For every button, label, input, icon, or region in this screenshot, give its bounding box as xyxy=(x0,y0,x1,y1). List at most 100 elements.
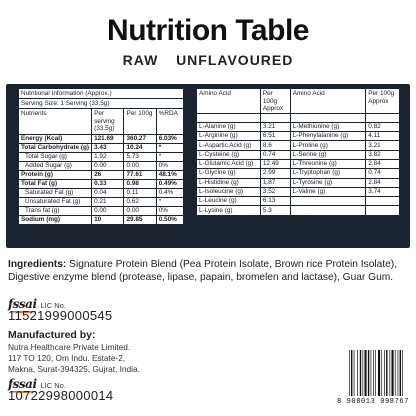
per-serving-value: 0.00 xyxy=(91,206,125,216)
per-serving-value: 26 xyxy=(91,170,125,180)
amino-row: L-Glycine (g) 2.99 L-Tryptophan (g) 0.74 xyxy=(196,168,400,179)
rda-value: 0.50% xyxy=(155,215,185,225)
col-rda: %RDA xyxy=(155,108,185,135)
nutrient-name: Total Sugar (g) xyxy=(17,152,93,162)
nutrition-row: Total Fat (g) 0.33 0.98 0.49% xyxy=(17,179,185,189)
amino-acid-value: 2.99 xyxy=(259,168,291,179)
amino-row: L-Arginine (g) 6.51 L-Phenylalanine (g) 4.1… xyxy=(196,131,400,142)
nutrition-row: Sodium (mg) 10 29.85 0.50% xyxy=(17,215,185,225)
per-serving-value: 10 xyxy=(91,215,125,225)
amino-acid-value: 1.87 xyxy=(259,177,291,188)
barcode-bar xyxy=(375,350,376,396)
rda-value: 48.1% xyxy=(155,170,185,180)
amino-acid-value: 2.84 xyxy=(365,158,400,170)
nutrient-name: Unsaturated Fat (g) xyxy=(17,197,93,207)
barcode-number: 8 908013 098767 xyxy=(337,398,410,406)
ingredients-label: Ingredients: xyxy=(8,259,67,270)
serving-size: Serving Size: 1 Serving (33.5g) xyxy=(18,98,184,109)
amino-acid-name: L-Tyrosine (g) xyxy=(289,177,367,188)
manufacturer-line: Makna, Surat-394325, Gujrat, India. xyxy=(8,364,140,374)
nutrition-row: Total Sugar (g) 1.92 5.73 * xyxy=(17,152,185,162)
amino-acid-value: 6.13 xyxy=(259,196,291,207)
amino-acid-name: L-Proline (g) xyxy=(289,140,367,151)
amino-acid-value: 8.6 xyxy=(259,140,291,151)
nutrition-row: Trans fat (g) 0.00 0.00 0% xyxy=(17,206,185,216)
per-100g-value: 0.98 xyxy=(123,179,157,189)
barcode-bar xyxy=(399,350,401,396)
amino-row: L-Isoleucine (g) 3.52 L-Valine (g) 3.74 xyxy=(196,186,400,198)
col-per-100g-approx: Per 100g Approx xyxy=(259,88,291,114)
per-serving-value: 0.21 xyxy=(91,197,125,207)
nutrition-row: Unsaturated Fat (g) 0.21 0.62 * xyxy=(17,197,185,207)
barcode-bar xyxy=(378,350,381,396)
col-amino-acid: Amino Acid xyxy=(196,88,261,114)
per-100g-value: 360.27 xyxy=(123,134,157,144)
barcode-bar xyxy=(349,350,350,396)
barcode-bar xyxy=(381,350,383,396)
amino-acid-name: L-Lysine (g) xyxy=(196,205,261,216)
nutrient-name: Energy (Kcal) xyxy=(17,134,93,144)
barcode-bar xyxy=(351,350,353,396)
col-per-100g-approx: Per 100g Approx xyxy=(365,88,400,114)
amino-row: L-Glutamic Acid (g) 12.49 L-Threonine (g) 2… xyxy=(196,158,400,170)
nutrition-row: Added Sugar (g) 0.00 0.00 0% xyxy=(17,161,185,171)
fssai-license-2: fssai LIC No. xyxy=(8,377,66,393)
amino-acid-name: L-Histidine (g) xyxy=(196,177,261,188)
per-100g-value: 10.24 xyxy=(123,143,157,153)
amino-acid-table: Amino Acid Per 100g Approx Amino Acid Pe… xyxy=(196,88,400,216)
amino-acid-value xyxy=(365,196,400,207)
amino-row: L-Aspartic Acid (g) 8.6 L-Proline (g) 3.21 xyxy=(196,140,400,151)
amino-row: L-Alanine (g) 3.21 L-Methionine (g) 0.82 xyxy=(196,121,400,133)
per-serving-value: 3.43 xyxy=(91,143,125,153)
barcode-bar xyxy=(357,350,358,396)
col-nutrients: Nutrients xyxy=(17,108,93,135)
amino-acid-value: 0.74 xyxy=(365,168,400,179)
rda-value: 0% xyxy=(155,206,185,216)
amino-acid-value: 3.21 xyxy=(365,140,400,151)
fssai-logo: fssai xyxy=(8,377,37,393)
per-serving-value: 0.00 xyxy=(91,161,125,171)
manufacturer-line: 117 TO 120, Om Indu. Estate-2, xyxy=(8,353,126,363)
barcode-bar xyxy=(389,350,391,396)
nutrient-name: Sodium (mg) xyxy=(17,215,93,225)
nutrition-caption: Nutritional Information (Approx.) xyxy=(18,88,184,99)
manufacturer-address: Nutra Healthcare Private Limited. 117 TO… xyxy=(8,342,140,375)
rda-value: 6.03% xyxy=(155,134,185,144)
amino-acid-value xyxy=(365,205,400,216)
per-100g-value: 5.73 xyxy=(123,152,157,162)
fssai-logo: fssai xyxy=(8,297,37,313)
manufacturer-title: Manufactured by: xyxy=(8,329,96,341)
nutrition-row: Total Carbohydrate (g) 3.43 10.24 * xyxy=(17,143,185,153)
amino-acid-value: 0.82 xyxy=(365,121,400,133)
amino-acid-value: 3.52 xyxy=(259,186,291,198)
amino-acid-value: 6.51 xyxy=(259,131,291,142)
per-serving-value: 1.92 xyxy=(91,152,125,162)
barcode-bar xyxy=(391,350,394,396)
product-variant: RAW UNFLAVOURED xyxy=(122,52,294,68)
amino-acid-value: 3.82 xyxy=(365,149,400,161)
amino-acid-value: 4.11 xyxy=(365,131,400,142)
amino-acid-name: L-Arginine (g) xyxy=(196,131,261,142)
rda-value: * xyxy=(155,197,185,207)
barcode-bar xyxy=(384,350,385,396)
barcode-bar xyxy=(397,350,399,396)
amino-acid-value: 5.3 xyxy=(259,205,291,216)
per-100g-value: 0.11 xyxy=(123,188,157,198)
nutrient-name: Total Carbohydrate (g) xyxy=(17,143,93,153)
rda-value: 0.4% xyxy=(155,188,185,198)
rda-value: * xyxy=(155,152,185,162)
barcode-bar xyxy=(386,350,388,396)
amino-acid-name: L-Serine (g) xyxy=(289,149,367,161)
amino-acid-value: 3.74 xyxy=(365,186,400,198)
per-100g-value: 0.00 xyxy=(123,206,157,216)
barcode-bar xyxy=(359,350,362,396)
amino-acid-value: 0.74 xyxy=(259,149,291,161)
amino-acid-name: L-Cysteine (g) xyxy=(196,149,261,161)
amino-row: L-Lysine (g) 5.3 xyxy=(196,205,400,216)
per-100g-value: 77.61 xyxy=(123,170,157,180)
lic-label: LIC No. xyxy=(40,381,66,390)
nutrition-row: Protein (g) 26 77.61 48.1% xyxy=(17,170,185,180)
license-number: 11521999000545 xyxy=(8,308,113,323)
per-100g-value: 0.62 xyxy=(123,197,157,207)
nutrient-name: Added Sugar (g) xyxy=(17,161,93,171)
